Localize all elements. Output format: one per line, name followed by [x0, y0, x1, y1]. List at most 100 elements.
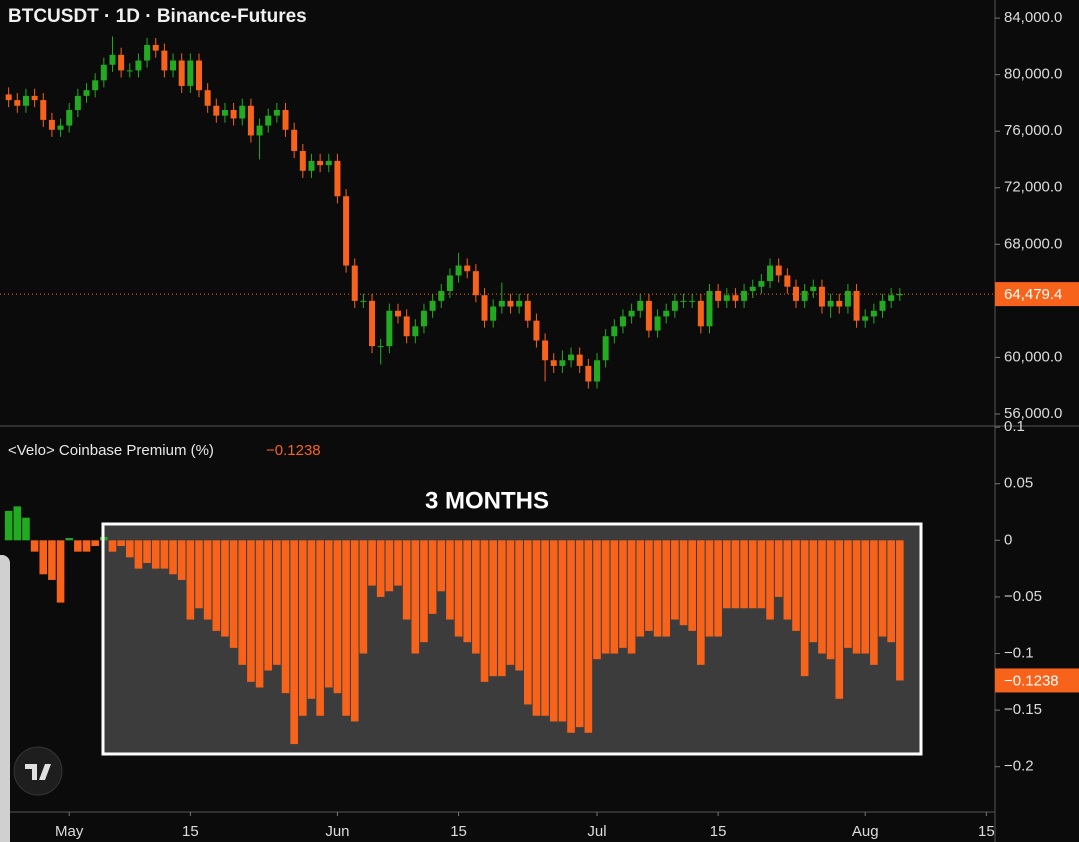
- candle-body: [100, 64, 107, 81]
- bar: [273, 540, 281, 665]
- candle-body: [395, 310, 401, 317]
- candle-body: [152, 44, 159, 51]
- candle-body: [498, 300, 505, 307]
- bar: [203, 540, 212, 620]
- y-tick-label: 68,000.0: [1004, 235, 1062, 252]
- bar: [316, 540, 324, 716]
- bar: [307, 540, 316, 699]
- candle-body: [446, 275, 453, 291]
- bar: [766, 540, 774, 620]
- candle-body: [611, 326, 618, 337]
- candle-body: [784, 275, 791, 287]
- bar: [446, 540, 454, 620]
- candle-body: [741, 290, 748, 301]
- side-panel-handle[interactable]: [0, 555, 10, 842]
- bar: [645, 540, 653, 631]
- bar: [394, 540, 402, 586]
- bar: [463, 540, 472, 643]
- candle-body: [31, 95, 38, 101]
- x-tick-label: 15: [450, 823, 467, 840]
- bar: [255, 540, 264, 688]
- bar: [324, 540, 333, 688]
- bar: [420, 540, 428, 643]
- x-tick-label: May: [55, 823, 84, 840]
- y-tick-label: 0.05: [1004, 475, 1033, 492]
- candle-body: [576, 354, 583, 366]
- candle-body: [619, 316, 626, 327]
- x-tick-label: 15: [978, 823, 995, 840]
- bar: [532, 540, 541, 716]
- candle-body: [325, 160, 332, 166]
- candle-body: [22, 95, 29, 106]
- bar: [169, 540, 177, 575]
- candle-body: [230, 109, 237, 119]
- bar: [160, 540, 169, 569]
- bar: [792, 540, 800, 631]
- candle-body: [568, 354, 575, 361]
- candle-body: [516, 300, 523, 307]
- candle-body: [196, 60, 202, 91]
- y-tick-label: 84,000.0: [1004, 9, 1062, 26]
- x-tick-label: 15: [710, 823, 727, 840]
- bar: [342, 540, 350, 716]
- bar: [117, 540, 125, 546]
- bar: [826, 540, 835, 660]
- bar: [774, 540, 783, 597]
- candle-body: [706, 290, 713, 327]
- candle-body: [92, 80, 99, 91]
- bar: [281, 540, 290, 694]
- candle-body: [420, 310, 427, 327]
- candle-body: [74, 95, 81, 110]
- candle-body: [671, 300, 678, 311]
- bar: [134, 540, 143, 569]
- candle-body: [273, 109, 280, 116]
- candle-body: [645, 300, 652, 331]
- bar: [108, 540, 117, 552]
- bar: [428, 540, 437, 614]
- candle-body: [767, 265, 774, 282]
- bar: [878, 540, 887, 637]
- candle-body: [879, 300, 886, 311]
- bar: [56, 540, 65, 603]
- candle-body: [732, 295, 739, 301]
- bar: [4, 510, 13, 541]
- candle-body: [291, 129, 298, 152]
- candle-body: [810, 286, 817, 291]
- bar: [558, 540, 567, 722]
- candle-body: [66, 109, 73, 126]
- bar: [567, 540, 575, 733]
- bar: [290, 540, 298, 745]
- candle-body: [40, 100, 47, 120]
- bar: [688, 540, 696, 631]
- candle-body: [308, 160, 315, 171]
- bar: [82, 540, 91, 552]
- bar: [333, 540, 342, 694]
- candle-body: [464, 265, 471, 272]
- candle-body: [343, 196, 350, 266]
- candle-body: [351, 265, 358, 301]
- candle-body: [550, 360, 557, 366]
- bar: [515, 540, 523, 671]
- y-tick-label: −0.2: [1004, 758, 1034, 775]
- candle-body: [715, 290, 722, 301]
- candle-body: [265, 115, 272, 126]
- logo[interactable]: [13, 746, 63, 796]
- bar: [30, 540, 39, 552]
- candle-body: [775, 265, 782, 276]
- candle-body: [455, 265, 462, 276]
- bar: [13, 506, 22, 541]
- candle-body: [118, 54, 125, 71]
- bar: [74, 540, 82, 552]
- bar: [844, 540, 852, 648]
- candle-body: [654, 316, 661, 331]
- bar: [65, 538, 74, 541]
- bar: [610, 540, 619, 654]
- candle-body: [542, 340, 549, 361]
- highlight-box: [101, 522, 923, 756]
- bar: [783, 540, 792, 620]
- candle-body: [689, 300, 696, 302]
- candle-body: [481, 295, 488, 321]
- candle-body: [818, 286, 825, 307]
- candle-body: [135, 60, 142, 71]
